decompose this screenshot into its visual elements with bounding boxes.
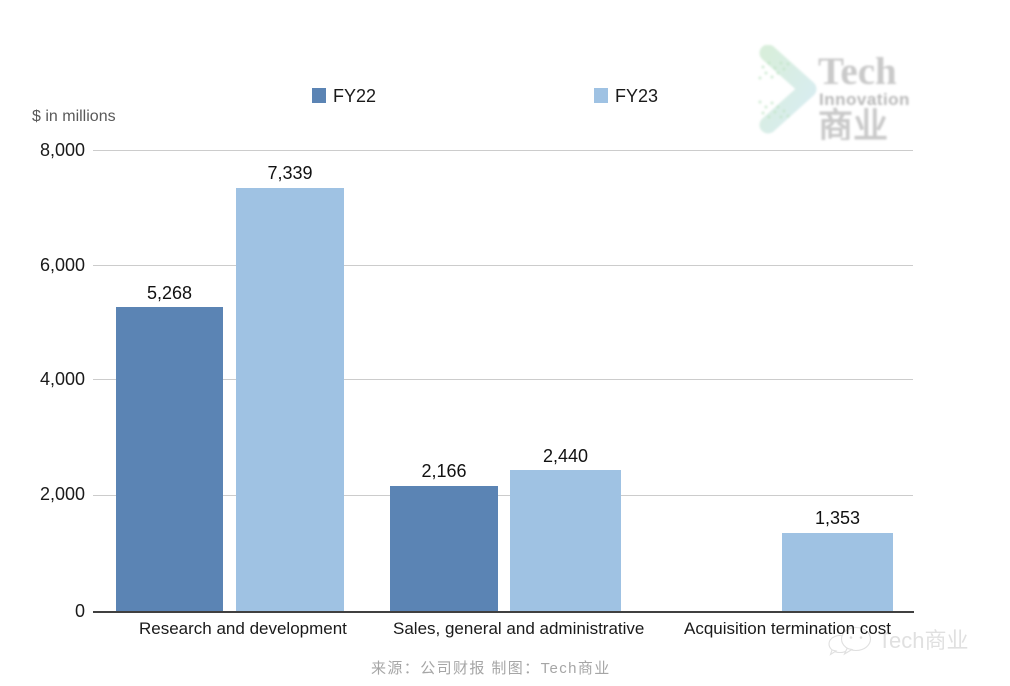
svg-text:Tech商业: Tech商业 (878, 628, 968, 653)
svg-text:商业: 商业 (818, 107, 888, 140)
svg-text:Tech: Tech (818, 50, 897, 93)
